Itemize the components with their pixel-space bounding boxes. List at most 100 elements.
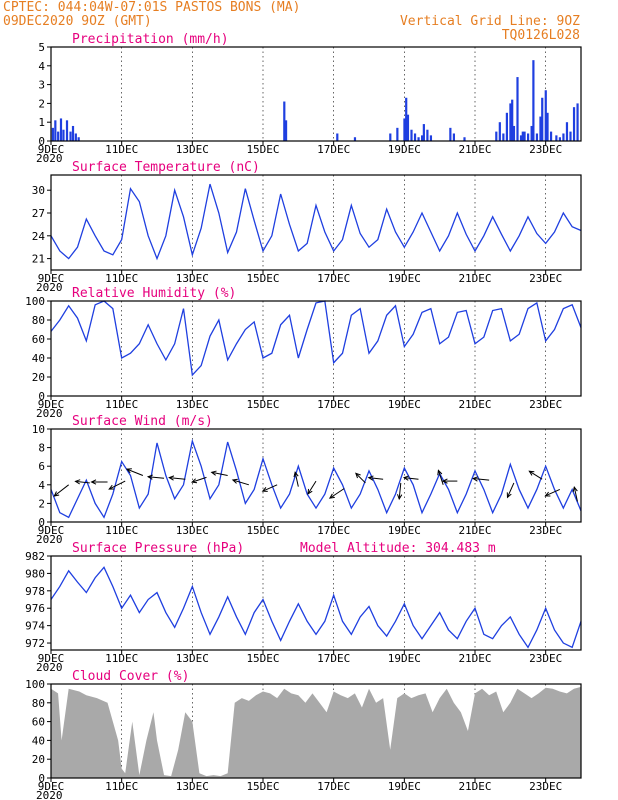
precip-bar (422, 124, 425, 141)
y-tick-label: 5 (38, 41, 45, 54)
wind-arrow-shaft (507, 482, 515, 498)
x-tick-label: 17DEC (317, 780, 350, 793)
precip-bar (530, 125, 533, 141)
panel-title: Relative Humidity (%) (72, 286, 236, 301)
x-tick-label: 21DEC (458, 398, 491, 411)
wind-arrow (355, 472, 366, 484)
wind-arrow-head (146, 474, 153, 480)
precip-bar (336, 133, 339, 141)
run-date: 09DEC2020 9OZ (GMT) (3, 14, 152, 29)
wind-arrow-head (528, 470, 535, 476)
panel-title: Precipitation (mm/h) (72, 32, 229, 47)
wind-arrow (402, 475, 419, 481)
wind-arrow-shaft (53, 484, 69, 497)
x-tick-label: 17DEC (317, 652, 350, 665)
precip-bar (57, 131, 60, 141)
wind-arrow-shaft (294, 472, 299, 487)
wind-arrow-shaft (262, 484, 278, 492)
x-tick-label: 19DEC (388, 398, 421, 411)
panel-precip: 0 1 2 3 4 5 9DEC 11DEC 13DEC 15DEC 17DEC 19DEC 21DEC… (36, 32, 582, 165)
wind-arrow-head (90, 479, 97, 485)
wind-arrow (146, 474, 165, 480)
x-tick-label: 21DEC (458, 143, 491, 156)
precip-bar (576, 103, 579, 141)
x-tick-label: 23DEC (529, 272, 562, 285)
wind-arrow-head (53, 491, 60, 497)
x-tick-label: 9DEC (38, 780, 65, 793)
precip-bar (505, 112, 508, 141)
precip-bar (558, 137, 561, 141)
x-tick-label: 23DEC (529, 524, 562, 537)
wind-arrow-head (397, 494, 403, 501)
panel-wind: 0 2 4 6 8 10 9DEC 11DEC 13DEC 15DEC 17DEC 19DEC 21DE… (32, 414, 582, 546)
precip-bar (59, 118, 63, 141)
y-tick-label: 1 (38, 116, 45, 129)
y-tick-label: 0 (38, 135, 45, 148)
x-tick-label: 21DEC (458, 272, 491, 285)
x-tick-label: 23DEC (529, 780, 562, 793)
y-tick-label: 978 (25, 585, 45, 598)
x-tick-label: 21DEC (458, 524, 491, 537)
wind-arrow-head (328, 493, 335, 499)
wind-arrow (572, 486, 578, 502)
wind-arrow (437, 469, 444, 485)
y-tick-label: 60 (32, 333, 45, 346)
x-tick-label: 11DEC (105, 780, 138, 793)
year-label: 2020 (36, 789, 63, 800)
wind-arrow-head (355, 472, 361, 479)
wind-arrow (261, 484, 278, 492)
y-tick-label: 2 (38, 497, 45, 510)
wind-arrow (397, 482, 403, 501)
precip-bar (512, 125, 516, 141)
wind-arrow (544, 488, 561, 497)
precip-bar (69, 131, 72, 141)
x-tick-label: 13DEC (176, 652, 209, 665)
wind-arrow-shaft (148, 476, 165, 479)
x-tick-label: 9DEC (38, 652, 65, 665)
precip-bar (546, 112, 549, 141)
wind-arrow (168, 475, 186, 481)
x-tick-label: 19DEC (388, 272, 421, 285)
precip-bar (516, 77, 519, 141)
precip-bar (502, 133, 505, 141)
wind-arrow-shaft (126, 468, 144, 476)
wind-line (50, 438, 582, 519)
year-label: 2020 (36, 407, 63, 420)
y-tick-label: 20 (32, 371, 45, 384)
x-tick-label: 15DEC (246, 780, 279, 793)
x-tick-label: 11DEC (105, 652, 138, 665)
x-tick-label: 23DEC (529, 398, 562, 411)
precip-bar (77, 137, 80, 141)
wind-arrow-head (125, 468, 132, 474)
x-tick-label: 11DEC (105, 398, 138, 411)
wind-arrow (74, 479, 90, 485)
plot-frame (50, 683, 582, 779)
y-tick-label: 40 (32, 352, 45, 365)
precip-bar (426, 129, 429, 141)
wind-arrow (90, 479, 108, 485)
x-tick-label: 11DEC (105, 272, 138, 285)
y-tick-label: 27 (32, 207, 45, 220)
wind-arrow (441, 478, 458, 484)
wind-arrow (307, 480, 317, 495)
x-tick-label: 11DEC (105, 143, 138, 156)
x-tick-label: 19DEC (388, 780, 421, 793)
precip-bar (495, 131, 498, 141)
y-tick-label: 4 (38, 479, 45, 492)
y-tick-label: 976 (25, 602, 45, 615)
x-tick-label: 19DEC (388, 524, 421, 537)
precip-bar (532, 60, 535, 141)
x-tick-label: 15DEC (246, 143, 279, 156)
y-tick-label: 972 (25, 637, 45, 650)
x-tick-label: 23DEC (529, 652, 562, 665)
panel-title: Cloud Cover (%) (72, 669, 189, 684)
x-tick-label: 9DEC (38, 398, 65, 411)
precip-bar (54, 120, 57, 141)
precip-bar (523, 131, 526, 141)
x-tick-label: 15DEC (246, 524, 279, 537)
wind-arrow-shaft (545, 488, 561, 497)
x-tick-label: 21DEC (458, 652, 491, 665)
y-tick-label: 60 (32, 716, 45, 729)
wind-arrow-shaft (329, 488, 345, 499)
precip-bar (527, 133, 530, 141)
